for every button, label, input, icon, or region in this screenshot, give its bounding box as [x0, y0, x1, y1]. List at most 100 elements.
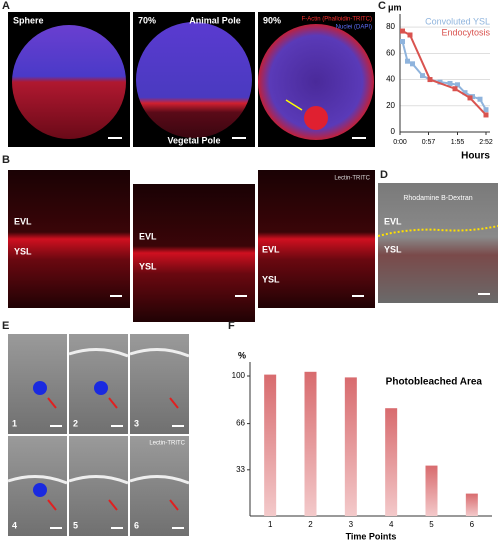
point	[410, 61, 415, 67]
y-tick-label: 20	[386, 101, 395, 110]
point	[405, 58, 410, 64]
membrane	[68, 348, 129, 358]
micrograph	[258, 170, 375, 308]
y-tick-label: 60	[386, 48, 395, 57]
membrane	[7, 475, 68, 485]
x-tick-label: 5	[429, 520, 434, 529]
x-tick-label: 2	[308, 520, 313, 529]
panel-e: 1 2 3 4 5 6 Lectin-TRITC	[7, 334, 190, 536]
point	[420, 73, 425, 79]
pole-label: Animal Pole	[189, 15, 241, 25]
panel-letter: E	[2, 320, 9, 332]
panel-letter: A	[2, 0, 10, 12]
layer-label: EVL	[384, 216, 402, 226]
stain-label: Lectin-TRITC	[149, 441, 185, 447]
panel-a: Sphere 70% 90% Animal Pole Vegetal Pole …	[8, 12, 375, 147]
panel-d: Rhodamine B-Dextran EVL YSL	[377, 183, 499, 303]
point	[407, 32, 413, 38]
x-tick-label: 4	[389, 520, 394, 529]
legend-entry: Convoluted YSL	[425, 16, 490, 26]
arrow	[169, 397, 179, 409]
y-tick-label: 40	[386, 75, 395, 84]
stain-label: Rhodamine B-Dextran	[403, 195, 472, 202]
nucleus	[94, 381, 108, 395]
y-tick-label: 0	[391, 127, 396, 136]
point	[400, 39, 405, 45]
layer-label: YSL	[14, 246, 32, 256]
x-tick-label: 0:00	[393, 139, 407, 146]
x-tick-label: 0:57	[422, 139, 436, 146]
stage-label: 70%	[138, 15, 156, 25]
point	[452, 86, 458, 92]
panel-letter: F	[228, 320, 235, 332]
point	[462, 90, 468, 96]
nucleus	[33, 381, 47, 395]
y-axis-label: μm	[388, 2, 402, 12]
stain-label: Lectin-TRITC	[334, 176, 370, 182]
membrane	[129, 348, 190, 358]
panel-b: EVL YSL EVL YSL EVL YSL Lectin-TRITC	[8, 170, 375, 322]
frame-number: 2	[73, 418, 78, 428]
arrow	[108, 397, 118, 409]
micrograph	[8, 170, 130, 308]
x-axis-label: Hours	[461, 151, 490, 162]
nucleus	[33, 483, 47, 497]
series-line	[402, 30, 487, 116]
x-tick-label: 1:55	[451, 139, 465, 146]
membrane	[129, 475, 190, 485]
point	[400, 28, 405, 34]
yolk-plug	[304, 106, 328, 130]
x-tick-label: 1	[268, 520, 273, 529]
point	[455, 82, 460, 88]
y-tick-label: 66	[236, 419, 245, 428]
frame-number: 6	[134, 520, 139, 530]
boundary	[377, 225, 499, 237]
x-axis-label: Time Points	[346, 531, 397, 540]
stage-label: 90%	[263, 15, 281, 25]
micrograph	[69, 436, 128, 536]
bar	[264, 374, 277, 516]
micrograph	[133, 184, 255, 322]
bar	[344, 377, 357, 516]
bar	[385, 408, 398, 516]
panel-letter: D	[380, 169, 388, 181]
frame-number: 1	[12, 418, 17, 428]
embryo	[136, 22, 252, 138]
bar	[304, 371, 317, 516]
bar	[425, 465, 438, 516]
point	[483, 112, 489, 118]
point	[427, 77, 433, 83]
arrow	[169, 499, 179, 511]
frame-number: 4	[12, 520, 17, 530]
x-tick-label: 6	[470, 520, 475, 529]
x-tick-label: 2:52	[479, 139, 493, 146]
frame-number: 3	[134, 418, 139, 428]
pole-label: Vegetal Pole	[167, 135, 220, 145]
layer-label: YSL	[139, 261, 157, 271]
point	[467, 95, 473, 101]
embryo	[12, 25, 126, 139]
arrow	[108, 499, 118, 511]
y-axis-label: %	[238, 350, 246, 360]
frame-number: 5	[73, 520, 78, 530]
y-tick-label: 80	[386, 22, 395, 31]
chart-title: Photobleached Area	[386, 377, 483, 388]
embryo	[258, 24, 374, 140]
series-line	[401, 41, 487, 111]
micrograph	[378, 183, 498, 303]
panel-letter: C	[378, 0, 386, 12]
bar	[465, 493, 478, 516]
layer-label: EVL	[139, 231, 157, 241]
y-tick-label: 100	[232, 371, 246, 380]
membrane	[68, 475, 129, 485]
arrow	[47, 397, 57, 409]
layer-label: EVL	[14, 216, 32, 226]
layer-label: YSL	[262, 274, 280, 284]
layer-label: YSL	[384, 244, 402, 254]
arrow	[285, 99, 303, 111]
layer-label: EVL	[262, 244, 280, 254]
y-tick-label: 33	[236, 465, 245, 474]
arrow	[47, 499, 57, 511]
